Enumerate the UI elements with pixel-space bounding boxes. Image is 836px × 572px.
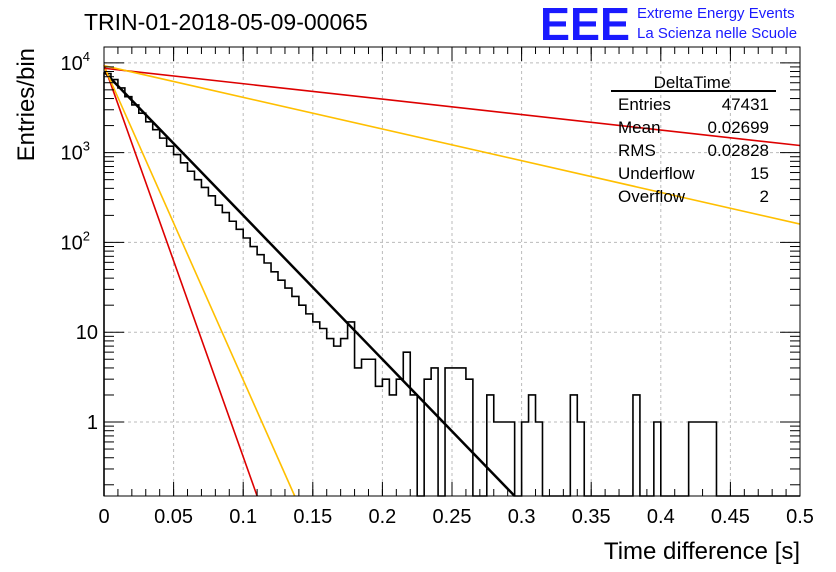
x-tick-label: 0.35 bbox=[572, 506, 611, 528]
x-tick-label: 0 bbox=[98, 506, 109, 528]
stats-value-overflow: 2 bbox=[760, 187, 769, 206]
histogram-layer bbox=[103, 72, 800, 497]
x-tick-label: 0.25 bbox=[433, 506, 472, 528]
stats-value-mean: 0.02699 bbox=[708, 118, 769, 137]
logo-mark: EEE bbox=[540, 0, 630, 50]
stats-value-underflow: 15 bbox=[750, 164, 769, 183]
stats-title: DeltaTime bbox=[654, 73, 731, 92]
eee-logo: EEE Extreme Energy Events La Scienza nel… bbox=[540, 0, 797, 50]
y-axis-label: Entries/bin bbox=[13, 48, 40, 161]
stats-value-rms: 0.02828 bbox=[708, 141, 769, 160]
stats-label-rms: RMS bbox=[618, 141, 656, 160]
chart-title: TRIN-01-2018-05-09-00065 bbox=[84, 9, 368, 35]
y-tick-label: 102 bbox=[61, 228, 90, 254]
fit-line-2 bbox=[103, 64, 258, 497]
y-tick-label: 103 bbox=[61, 139, 90, 165]
x-tick-label: 0.4 bbox=[647, 506, 675, 528]
x-tick-label: 0.45 bbox=[711, 506, 750, 528]
logo-line2: La Scienza nelle Scuole bbox=[637, 25, 797, 42]
fit-line-1 bbox=[103, 70, 516, 497]
x-tick-label: 0.3 bbox=[508, 506, 536, 528]
stats-label-underflow: Underflow bbox=[618, 164, 695, 183]
y-tick-label: 104 bbox=[61, 49, 90, 75]
fit-line-5 bbox=[103, 64, 801, 225]
fit-line-4 bbox=[103, 67, 801, 147]
stats-value-entries: 47431 bbox=[722, 95, 769, 114]
histogram-outline bbox=[103, 72, 800, 497]
x-tick-label: 0.2 bbox=[368, 506, 396, 528]
y-tick-label: 1 bbox=[87, 412, 98, 434]
x-axis-label: Time difference [s] bbox=[604, 538, 800, 565]
x-tick-label: 0.1 bbox=[229, 506, 257, 528]
x-tick-label: 0.05 bbox=[154, 506, 193, 528]
grid bbox=[104, 47, 800, 496]
stats-label-entries: Entries bbox=[618, 95, 671, 114]
axis-ticks: 0 0.05 0.1 0.15 0.2 0.25 0.3 0.35 0.4 0.45 0.5 1 10 1… bbox=[61, 47, 814, 528]
stats-label-mean: Mean bbox=[618, 118, 661, 137]
y-tick-label: 10 bbox=[76, 322, 98, 344]
stats-label-overflow: Overflow bbox=[618, 187, 686, 206]
logo-line1: Extreme Energy Events bbox=[637, 5, 795, 22]
fit-line-3 bbox=[103, 65, 296, 497]
x-tick-label: 0.5 bbox=[786, 506, 814, 528]
fit-lines bbox=[103, 64, 801, 497]
stats-box: DeltaTime Entries 47431 Mean 0.02699 RMS… bbox=[611, 73, 776, 206]
x-tick-label: 0.15 bbox=[293, 506, 332, 528]
